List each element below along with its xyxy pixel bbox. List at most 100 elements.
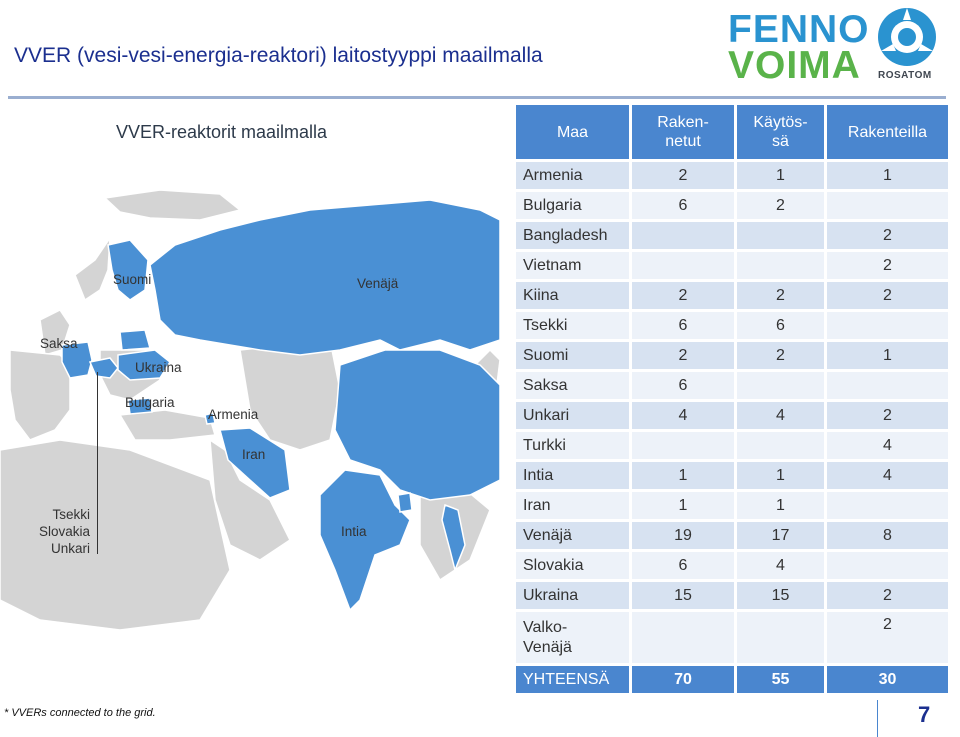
table-row: Tsekki 6 6 xyxy=(516,312,948,339)
cell-construction xyxy=(827,552,948,579)
cell-country: Kiina xyxy=(516,282,629,309)
table-row: Bangladesh 2 xyxy=(516,222,948,249)
cell-built xyxy=(632,252,734,279)
cell-construction: 2 xyxy=(827,252,948,279)
cell-construction: 4 xyxy=(827,432,948,459)
cell-construction: 2 xyxy=(827,282,948,309)
header-maa: Maa xyxy=(516,105,629,159)
header-rakenteilla: Rakenteilla xyxy=(827,105,948,159)
map-label-bulgaria: Bulgaria xyxy=(125,395,175,410)
map-country-iran xyxy=(219,427,291,499)
cell-total-label: YHTEENSÄ xyxy=(516,666,629,693)
cell-built xyxy=(632,612,734,663)
rosatom-atom-icon xyxy=(878,8,936,66)
cell-country: Venäjä xyxy=(516,522,629,549)
cell-operating xyxy=(737,222,824,249)
map-land-north-africa xyxy=(0,439,231,631)
cell-country: Turkki xyxy=(516,432,629,459)
page-number: 7 xyxy=(918,702,931,727)
cell-construction xyxy=(827,312,948,339)
cell-operating: 6 xyxy=(737,312,824,339)
world-map xyxy=(0,189,500,631)
map-country-india xyxy=(319,469,411,612)
cell-built: 2 xyxy=(632,342,734,369)
map-land-scandinavia xyxy=(74,235,111,302)
cell-operating: 2 xyxy=(737,282,824,309)
cell-built: 19 xyxy=(632,522,734,549)
map-country-russia xyxy=(149,199,500,356)
cell-operating xyxy=(737,432,824,459)
cell-country: Saksa xyxy=(516,372,629,399)
logo-text-rosatom: ROSATOM xyxy=(878,70,932,81)
cell-construction xyxy=(827,192,948,219)
header-rakennetut: Raken-netut xyxy=(632,105,734,159)
cell-total-construction: 30 xyxy=(827,666,948,693)
cell-built: 2 xyxy=(632,282,734,309)
table-row: Suomi 2 2 1 xyxy=(516,342,948,369)
cell-operating: 1 xyxy=(737,462,824,489)
cell-country: Suomi xyxy=(516,342,629,369)
table-row: Venäjä 19 17 8 xyxy=(516,522,948,549)
table-header-row: Maa Raken-netut Käytös-sä Rakenteilla xyxy=(516,105,948,159)
table-row: Bulgaria 6 2 xyxy=(516,192,948,219)
cell-built: 2 xyxy=(632,162,734,189)
map-country-belarus xyxy=(119,329,151,351)
cell-construction: 2 xyxy=(827,582,948,609)
map-label-slovakia: Slovakia xyxy=(38,524,90,539)
title-divider xyxy=(8,96,946,99)
map-label-cluster: Tsekki Slovakia Unkari xyxy=(28,506,90,557)
cell-total-built: 70 xyxy=(632,666,734,693)
map-land-greenland-arctic xyxy=(103,189,242,221)
table-row: Turkki 4 xyxy=(516,432,948,459)
table-total-row: YHTEENSÄ 70 55 30 xyxy=(516,666,948,693)
cell-construction: 2 xyxy=(827,402,948,429)
cell-country: Bulgaria xyxy=(516,192,629,219)
map-label-venaja: Venäjä xyxy=(357,276,399,291)
cell-country: Iran xyxy=(516,492,629,519)
map-label-intia: Intia xyxy=(341,524,367,539)
map-country-bangladesh xyxy=(397,492,413,513)
cell-construction: 4 xyxy=(827,462,948,489)
cell-operating: 1 xyxy=(737,492,824,519)
map-label-saksa: Saksa xyxy=(40,336,78,351)
cell-built: 1 xyxy=(632,492,734,519)
fennovoima-logo: FENNO VOIMA ROSATOM xyxy=(728,4,940,86)
cell-built: 1 xyxy=(632,462,734,489)
cell-country: Ukraina xyxy=(516,582,629,609)
header-kaytossa: Käytös-sä xyxy=(737,105,824,159)
table-row: Intia 1 1 4 xyxy=(516,462,948,489)
cell-operating xyxy=(737,612,824,663)
vver-table: Maa Raken-netut Käytös-sä Rakenteilla Ar… xyxy=(513,102,951,696)
table-row: Saksa 6 xyxy=(516,372,948,399)
table-row: Valko- Venäjä 2 xyxy=(516,612,948,663)
cell-built: 6 xyxy=(632,312,734,339)
logo-text-fenno: FENNO xyxy=(728,8,870,51)
table-row: Iran 1 1 xyxy=(516,492,948,519)
cell-operating: 2 xyxy=(737,342,824,369)
map-country-china xyxy=(334,349,500,501)
cell-built: 6 xyxy=(632,552,734,579)
cell-construction xyxy=(827,492,948,519)
cell-built: 6 xyxy=(632,192,734,219)
cell-operating: 1 xyxy=(737,162,824,189)
cell-country: Intia xyxy=(516,462,629,489)
map-label-unkari: Unkari xyxy=(50,541,90,556)
cell-operating xyxy=(737,252,824,279)
cell-operating: 4 xyxy=(737,552,824,579)
cell-total-operating: 55 xyxy=(737,666,824,693)
map-country-finland xyxy=(107,239,149,301)
cell-country: Armenia xyxy=(516,162,629,189)
cell-country: Bangladesh xyxy=(516,222,629,249)
map-country-germany xyxy=(61,341,93,379)
cell-construction: 8 xyxy=(827,522,948,549)
cell-operating xyxy=(737,372,824,399)
map-country-armenia xyxy=(204,412,216,425)
page-number-divider xyxy=(877,700,878,737)
map-country-ukraine xyxy=(117,349,171,381)
cell-country: Slovakia xyxy=(516,552,629,579)
cell-built: 6 xyxy=(632,372,734,399)
table-row: Armenia 2 1 1 xyxy=(516,162,948,189)
logo-text-voima: VOIMA xyxy=(728,44,861,87)
table-row: Vietnam 2 xyxy=(516,252,948,279)
map-country-bulgaria xyxy=(127,397,153,415)
